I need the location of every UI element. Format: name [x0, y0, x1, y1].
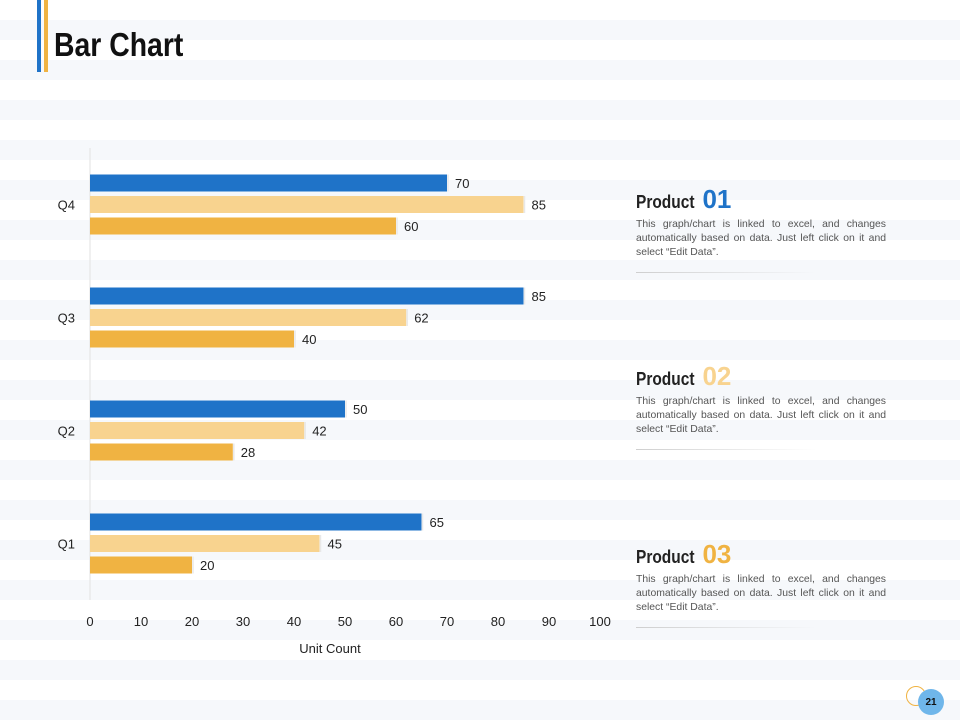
bar	[90, 309, 407, 326]
product-card-2: Product 02 This graph/chart is linked to…	[636, 363, 886, 450]
bar	[90, 196, 524, 213]
data-label: 85	[532, 198, 546, 213]
x-tick-label: 80	[491, 614, 505, 629]
product-heading: Product 03	[636, 541, 886, 567]
product-divider	[636, 627, 816, 628]
title-accent-yellow	[44, 0, 48, 72]
bar	[90, 556, 192, 574]
product-heading: Product 01	[636, 186, 886, 212]
x-tick-label: 70	[440, 614, 454, 629]
x-tick-label: 100	[589, 614, 611, 629]
x-tick-label: 0	[86, 614, 93, 629]
product-heading: Product 02	[636, 363, 886, 389]
product-word: Product	[636, 192, 695, 212]
bar	[90, 443, 233, 461]
data-label: 42	[312, 424, 326, 439]
product-description: This graph/chart is linked to excel, and…	[636, 396, 886, 435]
x-tick-label: 20	[185, 614, 199, 629]
product-divider	[636, 449, 816, 450]
page-title: Bar Chart	[54, 26, 184, 63]
data-label: 85	[532, 289, 546, 304]
category-label: Q3	[58, 311, 75, 326]
category-label: Q4	[58, 198, 75, 213]
bar	[90, 422, 305, 439]
title-accent-blue	[37, 0, 41, 72]
product-description: This graph/chart is linked to excel, and…	[636, 574, 886, 613]
bar	[90, 513, 422, 531]
data-label: 65	[430, 515, 444, 530]
x-tick-label: 50	[338, 614, 352, 629]
page-number-badge: 21	[918, 689, 944, 715]
x-tick-label: 10	[134, 614, 148, 629]
data-label: 28	[241, 445, 255, 460]
data-label: 50	[353, 402, 367, 417]
bar	[90, 400, 345, 418]
product-word: Product	[636, 369, 695, 389]
data-label: 20	[200, 558, 214, 573]
x-tick-label: 90	[542, 614, 556, 629]
bar	[90, 330, 294, 348]
product-word: Product	[636, 547, 695, 567]
x-tick-label: 40	[287, 614, 301, 629]
x-tick-label: 30	[236, 614, 250, 629]
bar	[90, 217, 396, 235]
data-label: 62	[414, 311, 428, 326]
bar	[90, 535, 320, 552]
product-card-3: Product 03 This graph/chart is linked to…	[636, 541, 886, 628]
category-label: Q2	[58, 424, 75, 439]
category-label: Q1	[58, 537, 75, 552]
data-label: 70	[455, 176, 469, 191]
data-label: 60	[404, 219, 418, 234]
x-tick-label: 60	[389, 614, 403, 629]
bar	[90, 174, 447, 192]
bar	[90, 287, 524, 305]
product-number: 03	[702, 539, 732, 569]
x-axis-label: Unit Count	[299, 641, 361, 656]
product-card-1: Product 01 This graph/chart is linked to…	[636, 186, 886, 273]
data-label: 40	[302, 332, 316, 347]
product-number: 01	[702, 184, 732, 214]
product-divider	[636, 272, 816, 273]
product-number: 02	[702, 361, 732, 391]
product-description: This graph/chart is linked to excel, and…	[636, 219, 886, 258]
data-label: 45	[328, 537, 342, 552]
